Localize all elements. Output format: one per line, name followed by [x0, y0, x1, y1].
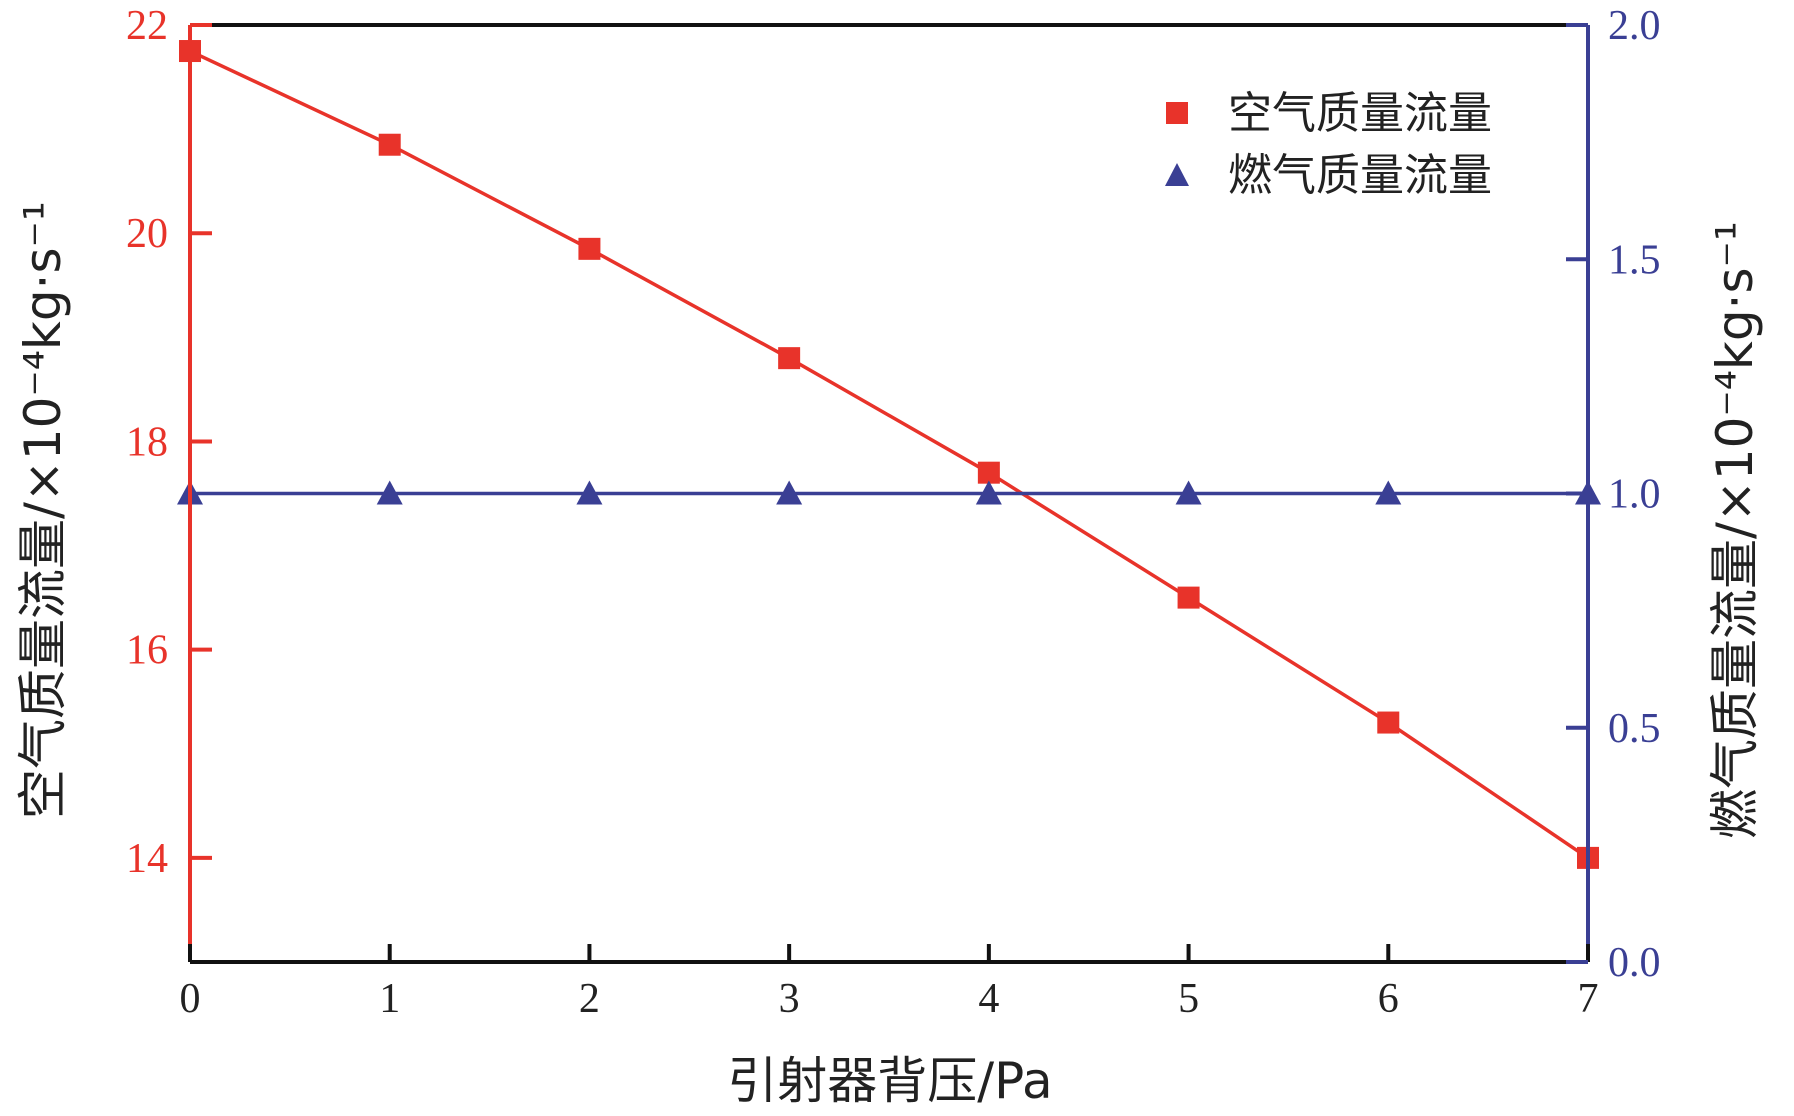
y-right-tick-label-0: 0.0: [1608, 940, 1661, 986]
legend-marker-gas: [1165, 163, 1189, 186]
point-0-4: [977, 461, 1000, 484]
x-tick-label-5: 5: [1178, 976, 1199, 1022]
x-tick-label-6: 6: [1378, 976, 1399, 1022]
y-right-tick-label-1: 0.5: [1608, 706, 1661, 752]
right-axis-title: 燃气质量流量/×10⁻⁴kg·s⁻¹: [1706, 221, 1764, 839]
point-1-2: [576, 480, 603, 505]
ticks-layer: 0 1 2 3 4 5 6 7 14 16 18 20 22 0.0 0.5 1.0 1.5 2.0: [126, 3, 1661, 1022]
x-axis-title: 引射器背压/Pa: [727, 1052, 1052, 1110]
legend-marker-air: [1166, 102, 1188, 124]
x-tick-label-0: 0: [180, 976, 201, 1022]
y-left-tick-label-0: 14: [126, 836, 168, 882]
point-0-1: [378, 133, 401, 156]
point-1-6: [1375, 480, 1402, 505]
x-tick-label-7: 7: [1578, 976, 1599, 1022]
y-left-tick-label-1: 16: [126, 628, 168, 674]
point-1-4: [975, 480, 1002, 505]
y-left-tick-label-3: 20: [126, 211, 168, 257]
y-right-tick-label-2: 1.0: [1608, 472, 1661, 518]
legend-label-air: 空气质量流量: [1228, 88, 1492, 139]
legend-label-gas: 燃气质量流量: [1228, 150, 1492, 201]
point-0-3: [778, 347, 801, 370]
point-1-5: [1175, 480, 1202, 505]
x-tick-label-2: 2: [579, 976, 600, 1022]
x-tick-label-1: 1: [379, 976, 400, 1022]
x-tick-label-4: 4: [978, 976, 999, 1022]
series-line-0: [189, 49, 1589, 860]
point-0-6: [1377, 711, 1400, 734]
y-left-tick-label-2: 18: [126, 419, 168, 465]
point-0-2: [578, 237, 601, 260]
y-right-tick-label-3: 1.5: [1608, 237, 1661, 283]
series-layer: [177, 40, 1601, 869]
legend: 空气质量流量 燃气质量流量: [1165, 88, 1492, 201]
y-left-tick-label-4: 22: [126, 3, 168, 49]
point-1-3: [776, 480, 803, 505]
x-tick-label-3: 3: [779, 976, 800, 1022]
point-1-1: [376, 480, 403, 505]
y-right-tick-label-4: 2.0: [1608, 3, 1661, 49]
left-axis-title: 空气质量流量/×10⁻⁴kg·s⁻¹: [14, 201, 72, 819]
point-0-5: [1177, 586, 1200, 609]
